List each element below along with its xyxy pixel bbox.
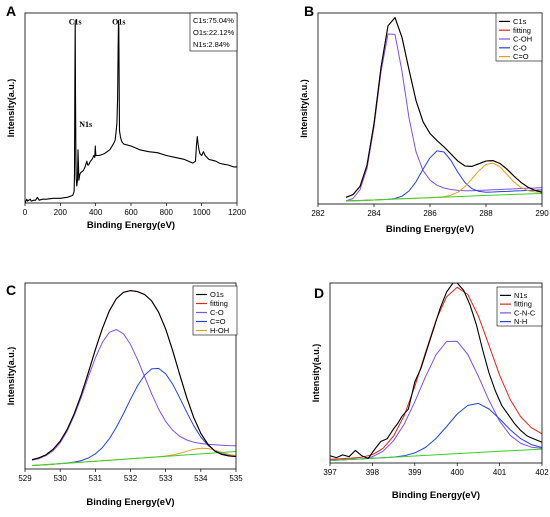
panel-letter: A [6, 3, 16, 19]
x-axis-label: Binding Energy(eV) [86, 497, 174, 508]
composition-entry: C1s:75.04% [193, 16, 234, 25]
panel-letter: D [314, 285, 324, 301]
composition-box [189, 12, 238, 52]
x-tick-label: 1000 [193, 208, 211, 217]
x-tick-label: 288 [479, 209, 493, 218]
composition-entry: N1s:2.84% [193, 40, 230, 49]
series-group [330, 283, 542, 461]
series-line-c-o [345, 162, 542, 202]
x-tick-label: 533 [159, 474, 173, 483]
x-tick-label: 534 [194, 474, 208, 483]
series-line-n1s [330, 283, 542, 460]
y-axis-label: Intensity(a.u.) [299, 79, 309, 138]
series-group [25, 20, 237, 203]
x-axis-label: Binding Energy(eV) [87, 220, 175, 231]
x-tick-label: 532 [124, 474, 138, 483]
x-tick-label: 290 [535, 209, 549, 218]
x-tick-label: 400 [89, 208, 103, 217]
x-tick-label: 531 [89, 474, 103, 483]
series-line-c1s [345, 17, 542, 198]
x-axis-label: Binding Energy(eV) [386, 224, 474, 235]
series-line-baseline [330, 448, 542, 461]
x-tick-label: 401 [493, 468, 507, 477]
panel-a: A 0 200 400 600 800 1000 1200 Binding Energy(eV)… [6, 3, 246, 231]
plot-frame [329, 282, 543, 464]
x-tick-label: 800 [160, 208, 174, 217]
legend-box [496, 286, 543, 327]
x-tick-label: 402 [535, 468, 549, 477]
series-line-n-h [330, 402, 542, 461]
y-axis-label: Intensity(a.u.) [6, 347, 16, 406]
x-tick-label: 400 [451, 468, 465, 477]
legend-entry: C-O [513, 43, 527, 52]
x-tick-label: 282 [311, 209, 325, 218]
x-tick-label: 397 [323, 468, 337, 477]
legend-entry: C1s [513, 17, 527, 26]
legend-entry: C-N-C [514, 308, 536, 317]
legend-entry: C=O [513, 52, 529, 61]
x-tick-label: 200 [54, 208, 68, 217]
legend-entry: fitting [210, 299, 228, 308]
x-tick-label: 535 [229, 474, 243, 483]
x-tick-label: 399 [408, 468, 422, 477]
x-tick-label: 286 [423, 209, 437, 218]
peak-label-o1s: O1s [112, 17, 125, 26]
x-tick-label: 530 [53, 474, 67, 483]
series-line-o1s [31, 290, 236, 461]
panel-c: C 529 530 531 532 533 534 535 Binding Energy(eV)… [6, 282, 243, 508]
x-tick-label: 600 [124, 208, 138, 217]
legend-entry: fitting [514, 300, 532, 309]
series-group [31, 290, 236, 466]
legend-entry: N-H [514, 317, 527, 326]
panel-b: B 282 284 286 288 290 Binding Energy(eV) Intens… [299, 3, 549, 235]
legend-entry: H-OH [210, 326, 229, 335]
x-tick-label: 284 [367, 209, 381, 218]
panel-d: D 397 398 399 400 401 402 Binding Energy(eV) Int… [311, 282, 549, 501]
x-tick-label: 398 [366, 468, 380, 477]
series-line-c-o [345, 150, 542, 202]
y-axis-label: Intensity(a.u.) [311, 344, 321, 403]
legend-entry: O1s [210, 290, 224, 299]
series-line-baseline [31, 451, 236, 466]
peak-label-c1s: C1s [69, 17, 82, 26]
series-line-spectrum [25, 20, 237, 203]
panel-letter: B [304, 3, 314, 19]
x-tick-label: 1200 [228, 208, 246, 217]
composition-entry: O1s:22.12% [193, 28, 235, 37]
legend-entry: C=O [210, 317, 226, 326]
panel-letter: C [6, 282, 16, 298]
x-tick-label: 529 [18, 474, 32, 483]
series-line-baseline [345, 193, 542, 202]
legend-entry: fitting [513, 26, 531, 35]
series-line-c-o [31, 329, 236, 461]
series-group [345, 17, 542, 202]
x-axis-label: Binding Energy(eV) [392, 490, 480, 501]
x-tick-label: 0 [23, 208, 28, 217]
legend-entry: N1s [514, 291, 528, 300]
legend-entry: C-O [210, 308, 224, 317]
y-axis-label: Intensity(a.u.) [6, 79, 16, 138]
series-line-c-o [31, 367, 236, 466]
legend-entry: C-OH [513, 35, 532, 44]
series-line-c-n-c [330, 340, 542, 461]
peak-label-n1s: N1s [79, 120, 92, 129]
